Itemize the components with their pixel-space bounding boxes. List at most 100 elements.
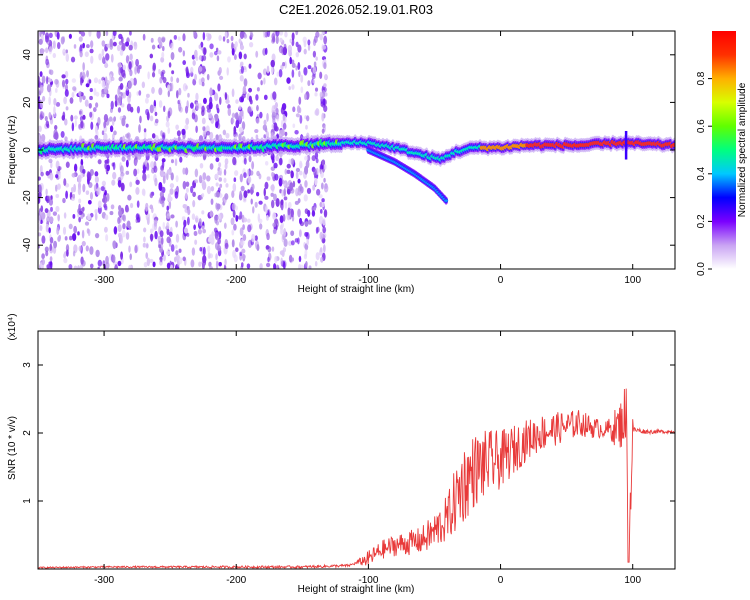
- heat-noise-cell: [48, 198, 54, 206]
- heat-noise-cell: [152, 62, 157, 71]
- heat-noise-cell: [165, 121, 170, 128]
- heat-noise-cell: [290, 230, 295, 236]
- heat-noise-cell: [53, 240, 57, 249]
- heat-noise-cell: [254, 201, 258, 208]
- heat-noise-cell: [258, 218, 263, 224]
- heat-noise-cell: [114, 264, 119, 269]
- heat-noise-cell: [127, 194, 132, 201]
- heat-noise-cell: [89, 263, 94, 269]
- heat-noise-cell: [121, 117, 126, 127]
- heat-noise-cell: [54, 78, 59, 85]
- heat-noise-cell: [243, 53, 247, 60]
- heat-noise-cell: [246, 169, 250, 177]
- heat-noise-cell: [241, 93, 246, 99]
- heat-noise-cell: [304, 180, 308, 188]
- heat-noise-cell: [190, 66, 194, 74]
- heat-noise-cell: [265, 214, 269, 221]
- heat-noise-cell: [104, 162, 108, 170]
- heat-noise-cell: [175, 124, 179, 130]
- heat-noise-cell: [90, 121, 94, 131]
- heat-noise-cell: [110, 53, 114, 63]
- heat-noise-cell: [223, 177, 227, 183]
- heat-noise-cell: [254, 128, 259, 134]
- heat-noise-cell: [105, 234, 109, 242]
- heat-noise-cell: [52, 211, 58, 216]
- heat-noise-cell: [255, 50, 259, 58]
- heat-noise-cell: [284, 131, 288, 137]
- heat-noise-cell: [324, 74, 327, 80]
- heat-noise-cell: [321, 232, 327, 239]
- heat-noise-cell: [117, 216, 121, 225]
- heat-noise-cell: [49, 256, 53, 262]
- heat-noise-cell: [318, 215, 324, 225]
- heat-noise-cell: [38, 232, 42, 237]
- heat-noise-cell: [41, 75, 46, 84]
- heat-noise-cell: [142, 169, 146, 174]
- heat-noise-cell: [184, 105, 189, 114]
- heat-noise-cell: [127, 156, 131, 161]
- heat-noise-cell: [112, 31, 117, 37]
- heat-noise-cell: [297, 178, 301, 184]
- heat-noise-cell: [248, 155, 252, 163]
- heat-noise-cell: [243, 157, 247, 165]
- heat-noise-cell: [85, 245, 89, 252]
- heat-noise-cell: [217, 237, 221, 245]
- heat-noise-cell: [101, 79, 106, 88]
- heat-noise-cell: [187, 92, 190, 98]
- heat-noise-cell: [38, 176, 41, 181]
- heat-noise-cell: [279, 31, 284, 36]
- heat-noise-cell: [234, 41, 238, 48]
- heat-noise-cell: [143, 227, 147, 233]
- heat-noise-cell: [291, 69, 295, 78]
- heat-noise-cell: [175, 220, 178, 228]
- heat-noise-cell: [283, 238, 288, 247]
- heat-noise-cell: [282, 122, 287, 130]
- heat-noise-cell: [314, 177, 318, 186]
- heat-noise-cell: [49, 236, 54, 244]
- heat-noise-cell: [217, 83, 221, 92]
- heat-noise-cell: [106, 93, 110, 99]
- heat-noise-cell: [84, 221, 90, 226]
- heat-noise-cell: [63, 257, 68, 264]
- heat-noise-cell: [297, 208, 301, 218]
- heat-noise-cell: [240, 65, 244, 74]
- heat-noise-cell: [271, 65, 274, 75]
- heat-noise-cell: [295, 51, 300, 58]
- heat-noise-cell: [235, 247, 239, 253]
- heat-noise-cell: [125, 123, 129, 128]
- heat-noise-cell: [70, 114, 74, 122]
- heat-noise-cell: [127, 103, 132, 108]
- heat-noise-cell: [82, 206, 85, 212]
- heat-noise-cell: [142, 33, 146, 41]
- heat-noise-cell: [306, 187, 312, 194]
- heat-noise-cell: [48, 227, 51, 234]
- heat-noise-cell: [215, 253, 218, 261]
- heat-noise-cell: [247, 224, 252, 233]
- heat-noise-cell: [125, 159, 129, 168]
- heat-noise-cell: [319, 209, 323, 214]
- heat-noise-cell: [312, 184, 316, 191]
- heat-noise-cell: [111, 254, 116, 264]
- heat-noise-cell: [161, 71, 165, 80]
- heat-noise-cell: [211, 236, 215, 244]
- heat-noise-cell: [231, 88, 235, 98]
- heat-noise-cell: [151, 71, 156, 78]
- heat-noise-cell: [273, 193, 277, 202]
- heat-noise-cell: [283, 196, 288, 201]
- heat-noise-cell: [68, 33, 72, 39]
- heat-noise-cell: [205, 130, 211, 136]
- heat-noise-cell: [85, 190, 90, 195]
- heat-noise-cell: [97, 200, 102, 209]
- heat-noise-cell: [226, 38, 230, 44]
- heat-noise-cell: [57, 166, 62, 171]
- heat-noise-cell: [178, 46, 183, 53]
- heat-noise-cell: [201, 225, 205, 230]
- heat-noise-cell: [120, 103, 125, 108]
- heat-noise-cell: [117, 209, 123, 217]
- heat-noise-cell: [138, 90, 142, 96]
- heat-noise-cell: [56, 183, 61, 190]
- heat-noise-cell: [263, 77, 266, 85]
- heat-noise-cell: [185, 187, 189, 193]
- heat-noise-cell: [38, 38, 43, 45]
- heat-noise-cell: [266, 262, 271, 268]
